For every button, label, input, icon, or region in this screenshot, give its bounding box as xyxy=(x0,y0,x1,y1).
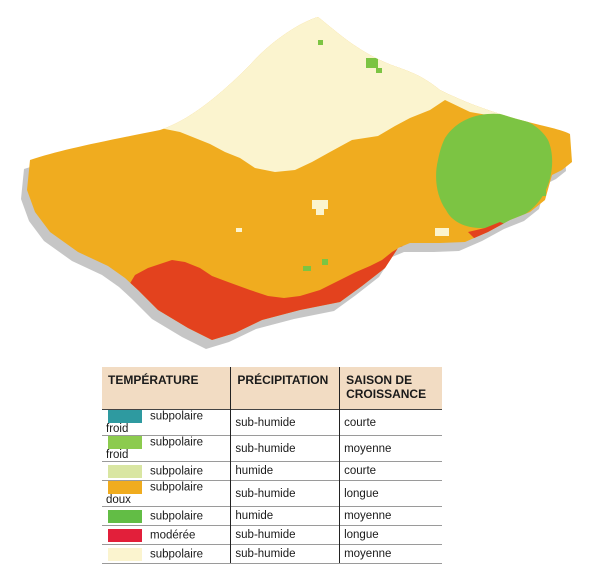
temperature-label: subpolaire xyxy=(150,510,204,523)
season-label: longue xyxy=(339,525,442,545)
legend-temperature-cell: subpolaire xyxy=(102,544,231,564)
season-label: longue xyxy=(339,480,442,507)
precipitation-label: humide xyxy=(230,506,340,526)
ecoregion-map xyxy=(21,17,572,349)
precipitation-label: sub-humide xyxy=(230,480,340,507)
legend-row: subpolaire doux sub-humide longue xyxy=(102,480,442,507)
precipitation-label: humide xyxy=(230,461,340,481)
color-swatch xyxy=(108,436,142,449)
temperature-label: subpolaire xyxy=(150,465,204,478)
green-speck xyxy=(376,68,382,73)
green-speck xyxy=(322,259,328,265)
legend-temperature-cell: modérée xyxy=(102,525,231,545)
legend-row: subpolaire humide courte xyxy=(102,461,442,481)
green-speck xyxy=(366,58,378,68)
season-label: moyenne xyxy=(339,506,442,526)
precipitation-label: sub-humide xyxy=(230,525,340,545)
precipitation-label: sub-humide xyxy=(230,435,340,462)
temperature-label: subpolaire froid xyxy=(106,410,204,435)
region-subpolaire-humide xyxy=(436,113,553,229)
legend-row: subpolaire froid sub-humide courte xyxy=(102,409,442,436)
legend-temperature-cell: subpolaire xyxy=(102,506,231,526)
legend-row: subpolaire froid sub-humide moyenne xyxy=(102,435,442,462)
color-swatch xyxy=(108,464,142,478)
color-swatch xyxy=(108,481,142,494)
legend-temperature-cell: subpolaire froid xyxy=(102,435,231,462)
color-swatch xyxy=(108,410,142,423)
color-swatch xyxy=(108,547,142,561)
header-precipitation: PRÉCIPITATION xyxy=(230,367,340,410)
legend-temperature-cell: subpolaire froid xyxy=(102,409,231,436)
temperature-label: subpolaire doux xyxy=(106,481,204,506)
green-speck xyxy=(318,40,323,45)
temperature-label: modérée xyxy=(150,529,196,542)
legend-table: TEMPÉRATURE PRÉCIPITATION SAISON DE CROI… xyxy=(102,367,442,564)
legend-temperature-cell: subpolaire doux xyxy=(102,480,231,507)
legend-row: subpolaire humide moyenne xyxy=(102,506,442,526)
cream-speck xyxy=(236,228,242,232)
temperature-label: subpolaire xyxy=(150,548,204,561)
header-season: SAISON DE CROISSANCE xyxy=(339,367,442,410)
season-label: moyenne xyxy=(339,544,442,564)
legend-row: modérée sub-humide longue xyxy=(102,525,442,545)
temperature-label: subpolaire froid xyxy=(106,436,204,461)
cream-speck xyxy=(316,209,324,215)
legend-temperature-cell: subpolaire xyxy=(102,461,231,481)
precipitation-label: sub-humide xyxy=(230,544,340,564)
season-label: courte xyxy=(339,461,442,481)
green-speck xyxy=(303,266,311,271)
cream-speck xyxy=(435,228,449,236)
season-label: moyenne xyxy=(339,435,442,462)
color-swatch xyxy=(108,509,142,523)
header-temperature: TEMPÉRATURE xyxy=(102,367,231,410)
cream-speck xyxy=(312,200,328,209)
legend-row: subpolaire sub-humide moyenne xyxy=(102,544,442,564)
legend-header-row: TEMPÉRATURE PRÉCIPITATION SAISON DE CROI… xyxy=(102,367,442,410)
season-label: courte xyxy=(339,409,442,436)
color-swatch xyxy=(108,528,142,542)
precipitation-label: sub-humide xyxy=(230,409,340,436)
green-speck xyxy=(540,190,546,196)
